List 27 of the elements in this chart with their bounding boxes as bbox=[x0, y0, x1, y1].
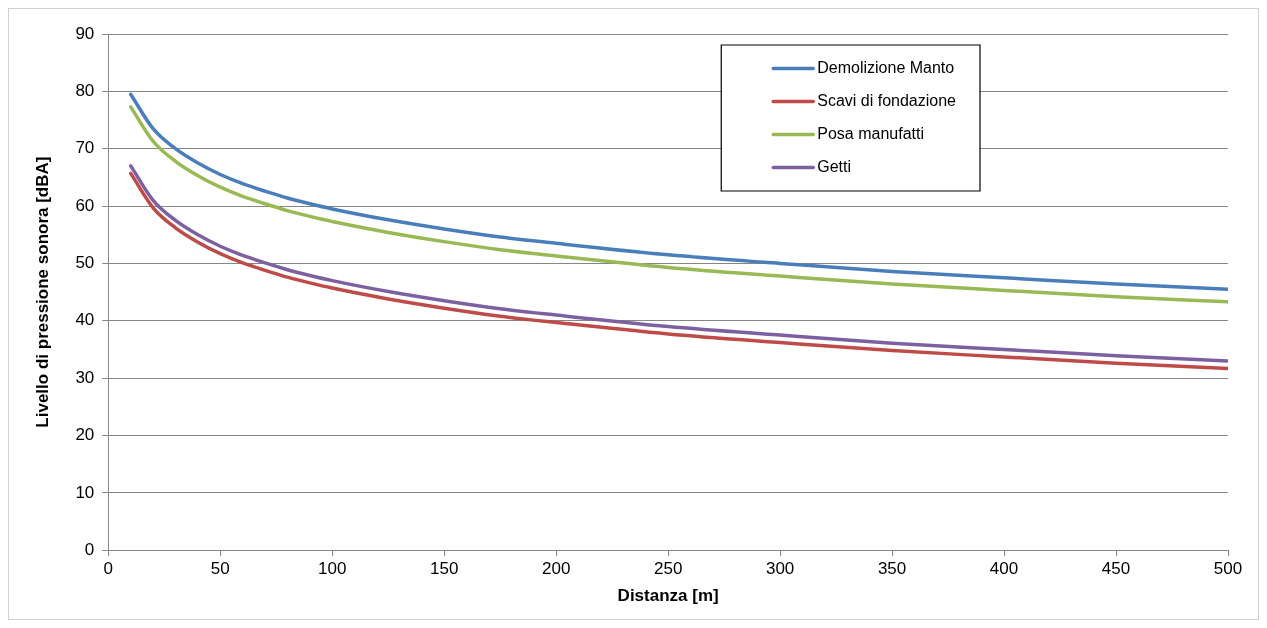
x-tick-label: 150 bbox=[430, 559, 459, 579]
legend-label: Getti bbox=[817, 157, 852, 175]
legend-label: Demolizione Manto bbox=[817, 58, 955, 76]
y-tick-label: 40 bbox=[75, 310, 95, 330]
x-tick-label: 200 bbox=[542, 559, 571, 579]
y-tick-label: 90 bbox=[75, 23, 95, 43]
y-tick-label: 20 bbox=[75, 425, 95, 445]
x-tick-label: 50 bbox=[210, 559, 230, 579]
y-tick-label: 30 bbox=[75, 367, 95, 387]
legend-label: Posa manufatti bbox=[817, 124, 924, 142]
y-tick-label: 50 bbox=[75, 253, 95, 273]
y-axis-title: Livello di pressione sonora [dBA] bbox=[32, 156, 52, 428]
y-tick-label: 60 bbox=[75, 195, 95, 215]
x-tick-label: 350 bbox=[877, 559, 907, 579]
x-tick-label: 500 bbox=[1213, 559, 1243, 579]
y-tick-label: 0 bbox=[84, 539, 95, 559]
x-tick-label: 0 bbox=[103, 559, 114, 579]
x-tick-label: 450 bbox=[1101, 559, 1131, 579]
x-axis-title: Distanza [m] bbox=[617, 586, 719, 606]
y-tick-label: 70 bbox=[75, 138, 95, 158]
x-tick-label: 400 bbox=[989, 559, 1019, 579]
y-tick-label: 80 bbox=[75, 81, 95, 101]
y-tick-label: 10 bbox=[75, 482, 95, 502]
x-tick-label: 250 bbox=[653, 559, 683, 579]
x-tick-label: 300 bbox=[765, 559, 795, 579]
x-tick-label: 100 bbox=[318, 559, 347, 579]
legend-label: Scavi di fondazione bbox=[817, 91, 957, 109]
